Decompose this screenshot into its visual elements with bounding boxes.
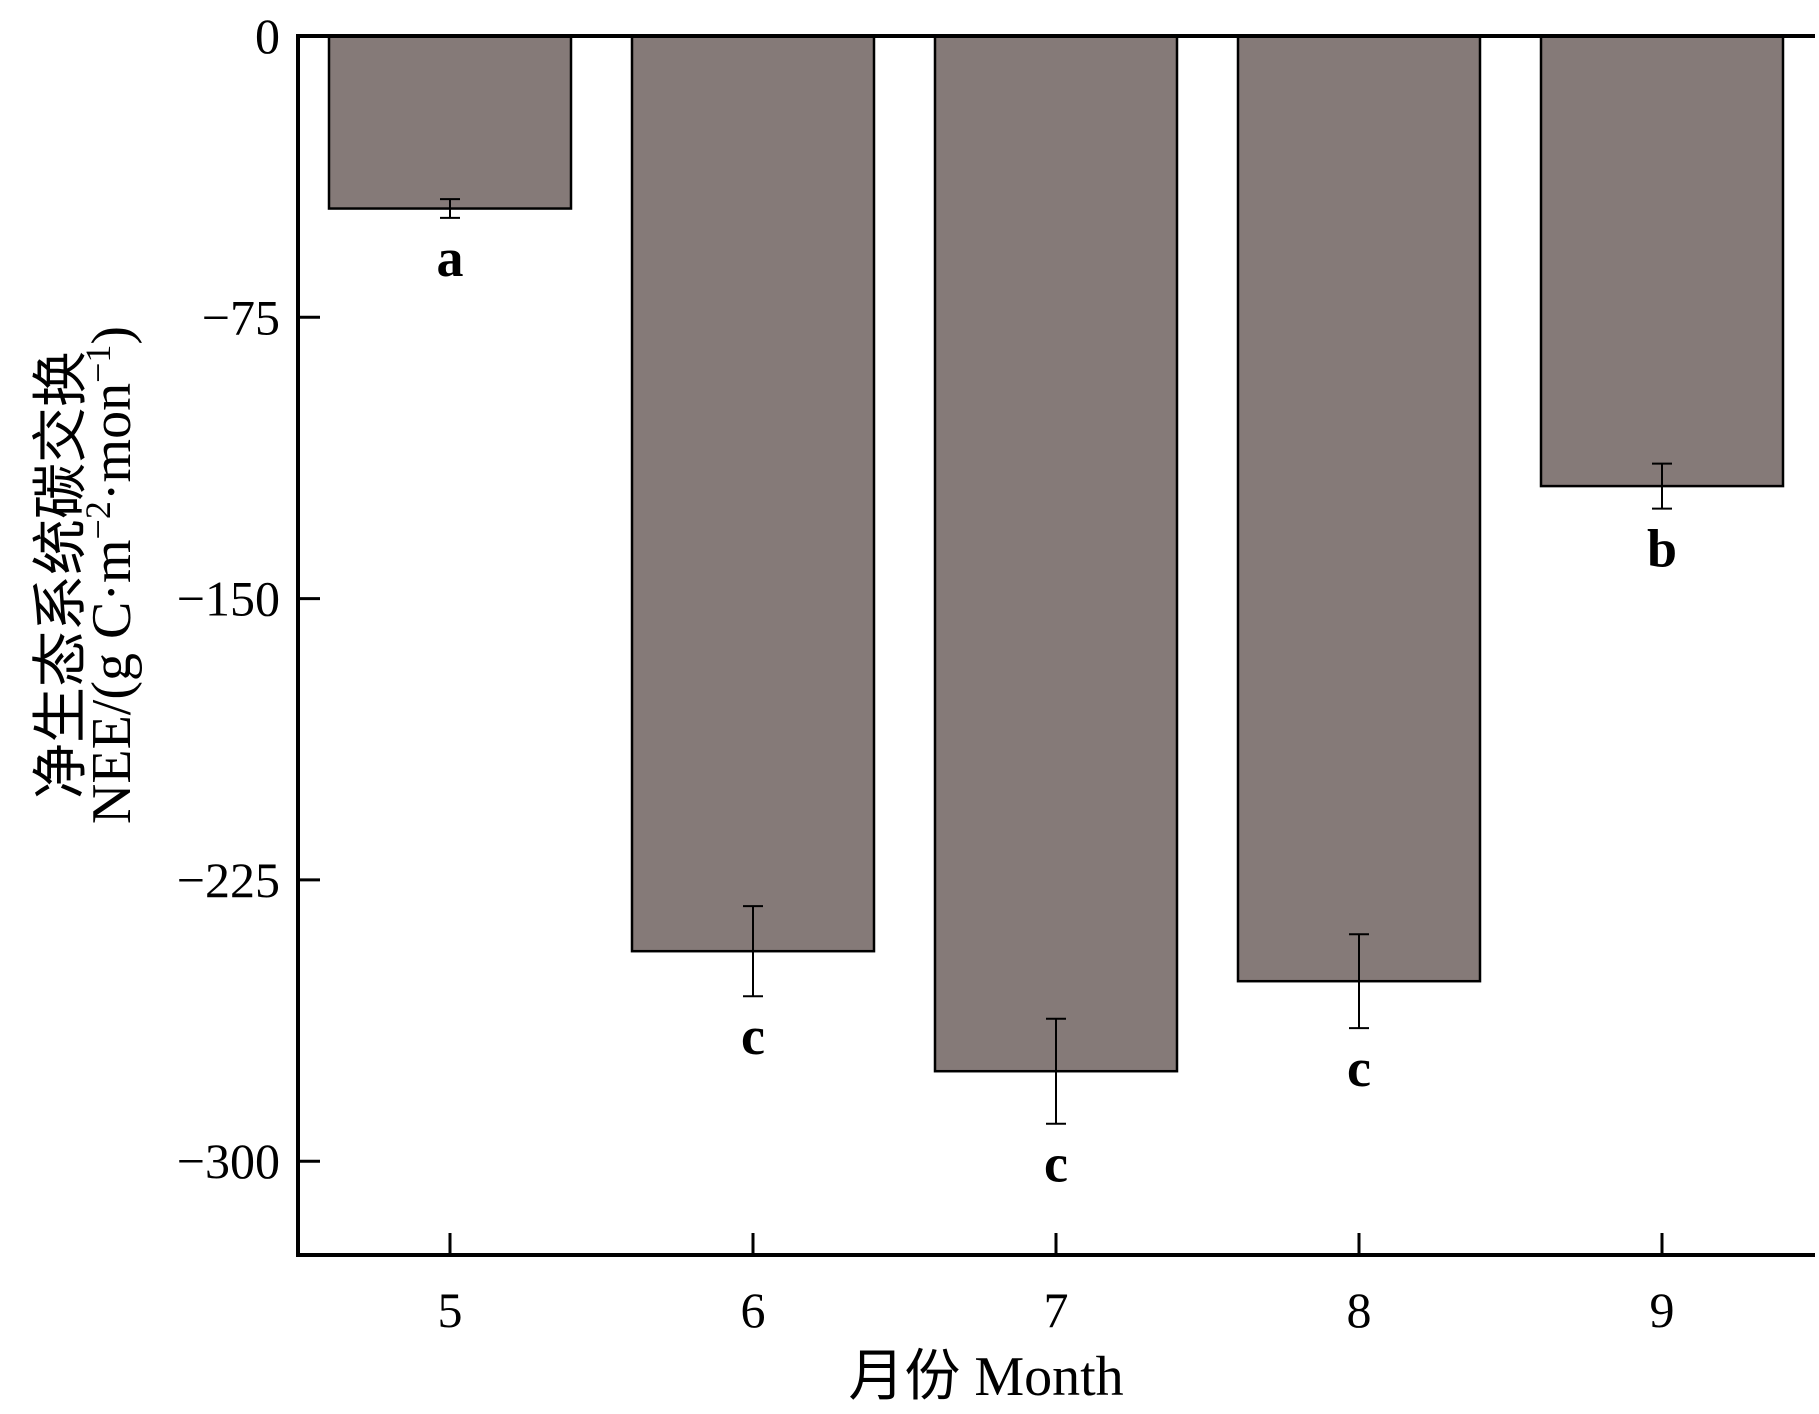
bar-month-8 xyxy=(1236,34,1482,983)
error-bar-month-8 xyxy=(1349,933,1369,1030)
x-tick-label-6: 6 xyxy=(741,1282,766,1338)
significance-letter-month-6: c xyxy=(741,1006,765,1066)
bar-month-5 xyxy=(327,34,573,210)
y-axis-title-exp2: −1 xyxy=(78,345,118,383)
error-bar-month-9 xyxy=(1652,462,1672,510)
bars-layer xyxy=(327,34,1785,1073)
y-axis-title-cn: 净生态系统碳交换 xyxy=(31,351,93,799)
y-tick-label-4: −300 xyxy=(177,1133,280,1189)
error-bars-layer xyxy=(440,198,1672,1125)
error-bar-month-7 xyxy=(1046,1017,1066,1125)
y-axis-title-en: NEE/(g C·m−2·mon−1) xyxy=(78,326,143,824)
bar-month-9 xyxy=(1539,34,1785,488)
y-tick-label-1: −75 xyxy=(202,289,280,345)
error-bar-month-6 xyxy=(743,905,763,998)
significance-letter-month-5: a xyxy=(437,228,464,288)
x-ticks-layer: 5 6 7 8 9 xyxy=(438,1233,1675,1338)
bar-month-7 xyxy=(933,34,1179,1073)
significance-letter-month-8: c xyxy=(1347,1038,1371,1098)
x-tick-label-8: 8 xyxy=(1347,1282,1372,1338)
y-axis-title-en-prefix: NEE/(g C·m xyxy=(81,539,143,824)
y-axis-title-exp1: −2 xyxy=(78,501,118,539)
significance-letters-layer: a c c c b xyxy=(437,228,1678,1194)
x-tick-label-7: 7 xyxy=(1044,1282,1069,1338)
y-axis-title-en-group: NEE/(g C·m−2·mon−1) xyxy=(78,326,143,824)
bar-month-6 xyxy=(630,34,876,953)
error-bar-month-5 xyxy=(440,198,460,219)
y-ticks-layer: 0 −75 −150 −225 −300 xyxy=(177,8,320,1189)
y-axis-title: 净生态系统碳交换 xyxy=(31,351,93,799)
y-tick-label-2: −150 xyxy=(177,571,280,627)
y-axis-title-en-suffix: ) xyxy=(81,326,143,345)
y-tick-label-0: 0 xyxy=(255,8,280,64)
x-tick-label-5: 5 xyxy=(438,1282,463,1338)
significance-letter-month-9: b xyxy=(1647,519,1677,579)
y-axis-title-en-mid: ·mon xyxy=(81,383,143,501)
y-tick-label-3: −225 xyxy=(177,852,280,908)
significance-letter-month-7: c xyxy=(1044,1134,1068,1194)
x-tick-label-9: 9 xyxy=(1650,1282,1675,1338)
x-axis-title: 月份 Month xyxy=(848,1346,1123,1408)
